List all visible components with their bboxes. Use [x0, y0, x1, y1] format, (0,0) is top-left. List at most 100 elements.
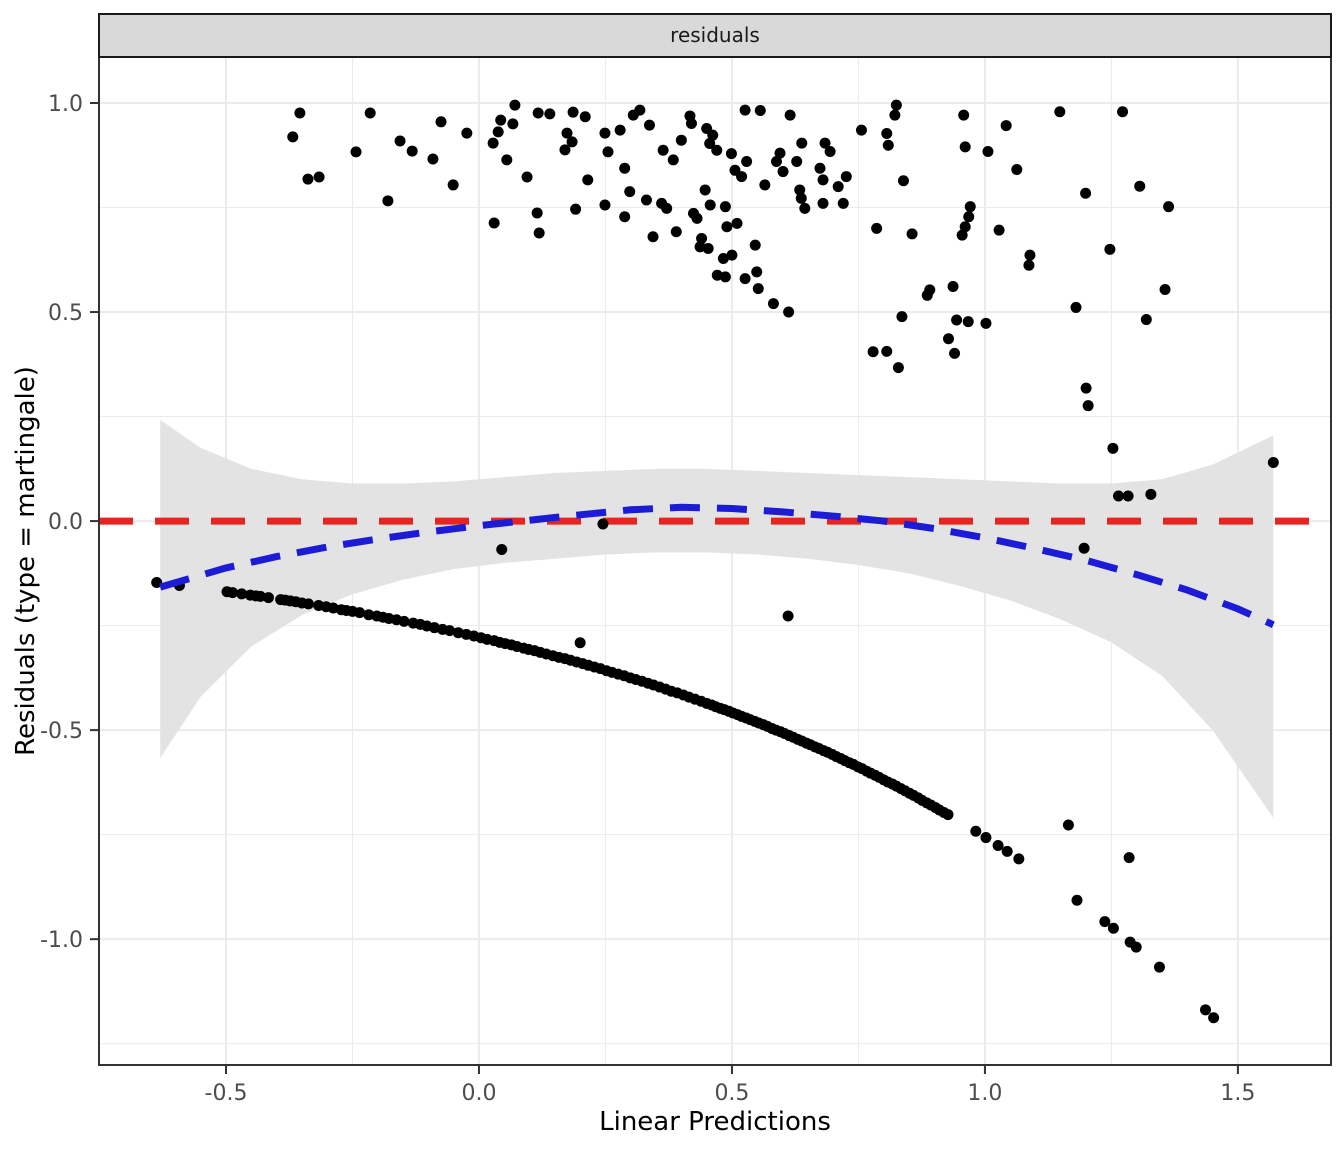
- event-point: [1070, 301, 1082, 313]
- event-point: [795, 192, 807, 204]
- event-point: [962, 316, 974, 328]
- event-point: [302, 173, 314, 185]
- censored-point: [1099, 916, 1111, 928]
- event-point: [947, 281, 959, 293]
- event-point: [488, 217, 500, 229]
- event-point: [394, 135, 406, 147]
- censored-point: [1130, 941, 1142, 953]
- censored-point: [444, 625, 456, 637]
- event-point: [782, 610, 794, 622]
- event-point: [570, 203, 582, 215]
- smooth-line: [159, 503, 1275, 628]
- event-point: [1062, 819, 1074, 831]
- event-point: [751, 266, 763, 278]
- event-point: [942, 333, 954, 345]
- event-point: [963, 211, 975, 223]
- event-point: [711, 144, 723, 156]
- event-point: [1140, 314, 1152, 326]
- event-point: [837, 197, 849, 209]
- censored-point: [254, 590, 266, 602]
- event-point: [982, 145, 994, 157]
- event-point: [890, 99, 902, 111]
- event-point: [597, 518, 609, 530]
- event-point: [759, 179, 771, 191]
- event-point: [496, 544, 508, 556]
- event-point: [1000, 120, 1012, 132]
- event-point: [956, 229, 968, 241]
- event-point: [719, 271, 731, 283]
- event-point: [739, 273, 751, 285]
- scatter-points: [151, 99, 1279, 1024]
- event-point: [717, 253, 729, 265]
- event-point: [1123, 852, 1135, 864]
- x-tick-label: 0.0: [461, 1081, 496, 1106]
- event-point: [881, 345, 893, 357]
- event-point: [634, 104, 646, 116]
- event-point: [889, 109, 901, 121]
- event-point: [406, 145, 418, 157]
- censored-point: [1153, 961, 1165, 973]
- event-point: [521, 171, 533, 183]
- event-point: [647, 231, 659, 243]
- event-point: [1011, 163, 1023, 175]
- event-point: [619, 211, 631, 223]
- event-point: [770, 156, 782, 168]
- event-point: [640, 194, 652, 206]
- event-point: [1082, 400, 1094, 412]
- x-tick-label: -0.5: [205, 1081, 248, 1106]
- y-tick-label: -1.0: [40, 928, 83, 953]
- event-point: [783, 306, 795, 318]
- event-point: [1267, 457, 1279, 469]
- event-point: [882, 139, 894, 151]
- event-point: [579, 111, 591, 123]
- event-point: [435, 116, 447, 128]
- censored-point: [151, 577, 163, 589]
- y-tick-label: 0.0: [48, 510, 83, 535]
- event-point: [619, 162, 631, 174]
- x-tick-label: 0.5: [714, 1081, 749, 1106]
- event-point: [492, 126, 504, 138]
- event-point: [774, 147, 786, 159]
- event-point: [567, 106, 579, 118]
- event-point: [871, 222, 883, 234]
- event-point: [1134, 180, 1146, 192]
- event-point: [749, 239, 761, 251]
- event-point: [739, 104, 751, 116]
- event-point: [794, 184, 806, 196]
- event-point: [614, 124, 626, 136]
- event-point: [704, 199, 716, 211]
- event-point: [726, 249, 738, 261]
- event-point: [1080, 382, 1092, 394]
- event-point: [533, 227, 545, 239]
- event-point: [817, 197, 829, 209]
- event-point: [685, 117, 697, 129]
- censored-point: [227, 587, 239, 599]
- event-point: [1080, 187, 1092, 199]
- censored-point: [1001, 845, 1013, 857]
- event-point: [313, 171, 325, 183]
- event-point: [754, 105, 766, 117]
- censored-point: [236, 588, 248, 600]
- x-tick-label: 1.0: [967, 1081, 1002, 1106]
- event-point: [707, 129, 719, 141]
- event-point: [721, 221, 733, 233]
- event-point: [881, 128, 893, 140]
- event-point: [1078, 542, 1090, 554]
- event-point: [840, 171, 852, 183]
- censored-point: [980, 832, 992, 844]
- event-point: [657, 144, 669, 156]
- event-point: [670, 226, 682, 238]
- event-point: [824, 145, 836, 157]
- event-point: [731, 217, 743, 229]
- event-point: [791, 156, 803, 168]
- event-point: [924, 284, 936, 296]
- event-point: [796, 137, 808, 149]
- y-tick-label: 1.0: [48, 92, 83, 117]
- event-point: [784, 109, 796, 121]
- event-point: [574, 637, 586, 649]
- event-point: [817, 174, 829, 186]
- event-point: [461, 127, 473, 139]
- event-point: [1104, 243, 1116, 255]
- event-point: [501, 154, 513, 166]
- censored-point: [992, 840, 1004, 852]
